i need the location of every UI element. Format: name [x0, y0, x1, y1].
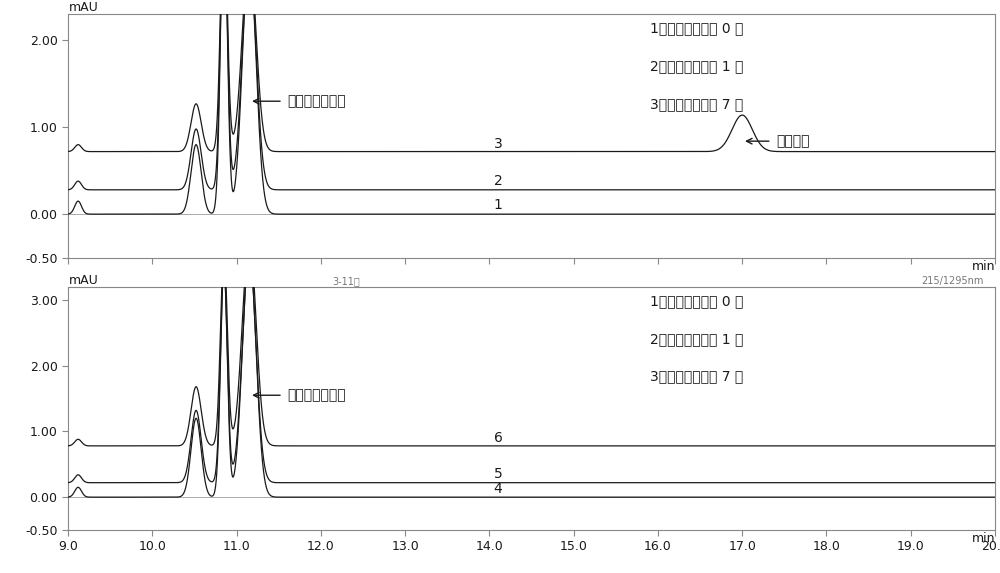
Text: 苯乙基间苯二酚: 苯乙基间苯二酚: [287, 94, 346, 108]
Text: 1：对照组，光照 0 天: 1：对照组，光照 0 天: [650, 22, 744, 36]
Text: 3-11区: 3-11区: [332, 276, 360, 286]
Text: 5: 5: [494, 467, 502, 481]
Text: 2: 2: [494, 174, 502, 188]
Text: min: min: [972, 532, 995, 545]
Text: 2：实验组，光照 1 天: 2：实验组，光照 1 天: [650, 332, 744, 346]
Text: 苯乙基间苯二酚: 苯乙基间苯二酚: [287, 388, 346, 402]
Text: 3：对照组，光照 7 天: 3：对照组，光照 7 天: [650, 97, 743, 111]
Text: 降解产物: 降解产物: [776, 134, 809, 148]
Text: 215/1295nm: 215/1295nm: [921, 276, 983, 286]
Text: 3: 3: [494, 137, 502, 151]
Text: 6: 6: [494, 430, 502, 445]
Text: mAU: mAU: [69, 1, 99, 14]
Text: min: min: [972, 260, 995, 273]
Text: 2：对照组，光照 1 天: 2：对照组，光照 1 天: [650, 60, 744, 73]
Text: 4: 4: [494, 482, 502, 496]
Text: 1: 1: [494, 198, 502, 213]
Text: 3：实验组，光照 7 天: 3：实验组，光照 7 天: [650, 370, 743, 383]
Text: mAU: mAU: [69, 274, 99, 286]
Text: 1：实验组，光照 0 天: 1：实验组，光照 0 天: [650, 294, 744, 308]
